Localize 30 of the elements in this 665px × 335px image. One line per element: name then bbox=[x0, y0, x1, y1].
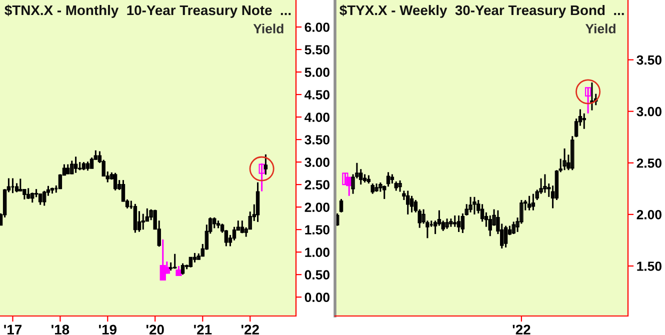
x-tick-label: '22 bbox=[241, 324, 259, 334]
y-tick-label: 2.50 bbox=[304, 180, 330, 190]
y-tick-label: 1.50 bbox=[305, 225, 330, 234]
annotation: Yield bbox=[253, 24, 284, 34]
x-tick-label: '19 bbox=[99, 324, 116, 335]
y-tick-label: 4.00 bbox=[304, 112, 330, 122]
y-tick-label: 5.50 bbox=[304, 45, 330, 54]
x-tick-label: '20 bbox=[146, 324, 164, 335]
y-tick-label: 3.50 bbox=[304, 135, 330, 144]
x-tick-label: '17 bbox=[4, 324, 22, 334]
y-tick-label: 1.50 bbox=[637, 262, 662, 271]
y-tick-label: 3.00 bbox=[304, 158, 330, 167]
y-tick-label: 4.50 bbox=[304, 90, 330, 100]
y-tick-label: 0.50 bbox=[304, 270, 330, 280]
y-tick-label: 0.00 bbox=[304, 292, 330, 302]
y-tick-label: 6.00 bbox=[304, 22, 330, 32]
y-tick-label: 3.50 bbox=[636, 55, 662, 65]
y-tick-label: 3.00 bbox=[636, 106, 662, 116]
chart-title: $TNX.X - Monthly 10-Year Treasury Note ... bbox=[4, 4, 291, 18]
candlestick bbox=[188, 256, 193, 268]
x-tick-label: '21 bbox=[194, 324, 212, 334]
y-tick-label: 2.50 bbox=[636, 158, 662, 168]
x-tick-label: '22 bbox=[512, 324, 530, 334]
y-tick-label: 2.00 bbox=[304, 202, 330, 212]
y-tick-label: 5.00 bbox=[304, 68, 330, 77]
x-tick-label: '18 bbox=[52, 324, 70, 335]
annotation: Yield bbox=[585, 24, 616, 34]
chart-title: $TYX.X - Weekly 30-Year Treasury Bond ... bbox=[340, 4, 624, 18]
y-tick-label: 1.00 bbox=[305, 248, 330, 257]
y-tick-label: 2.00 bbox=[636, 210, 662, 220]
